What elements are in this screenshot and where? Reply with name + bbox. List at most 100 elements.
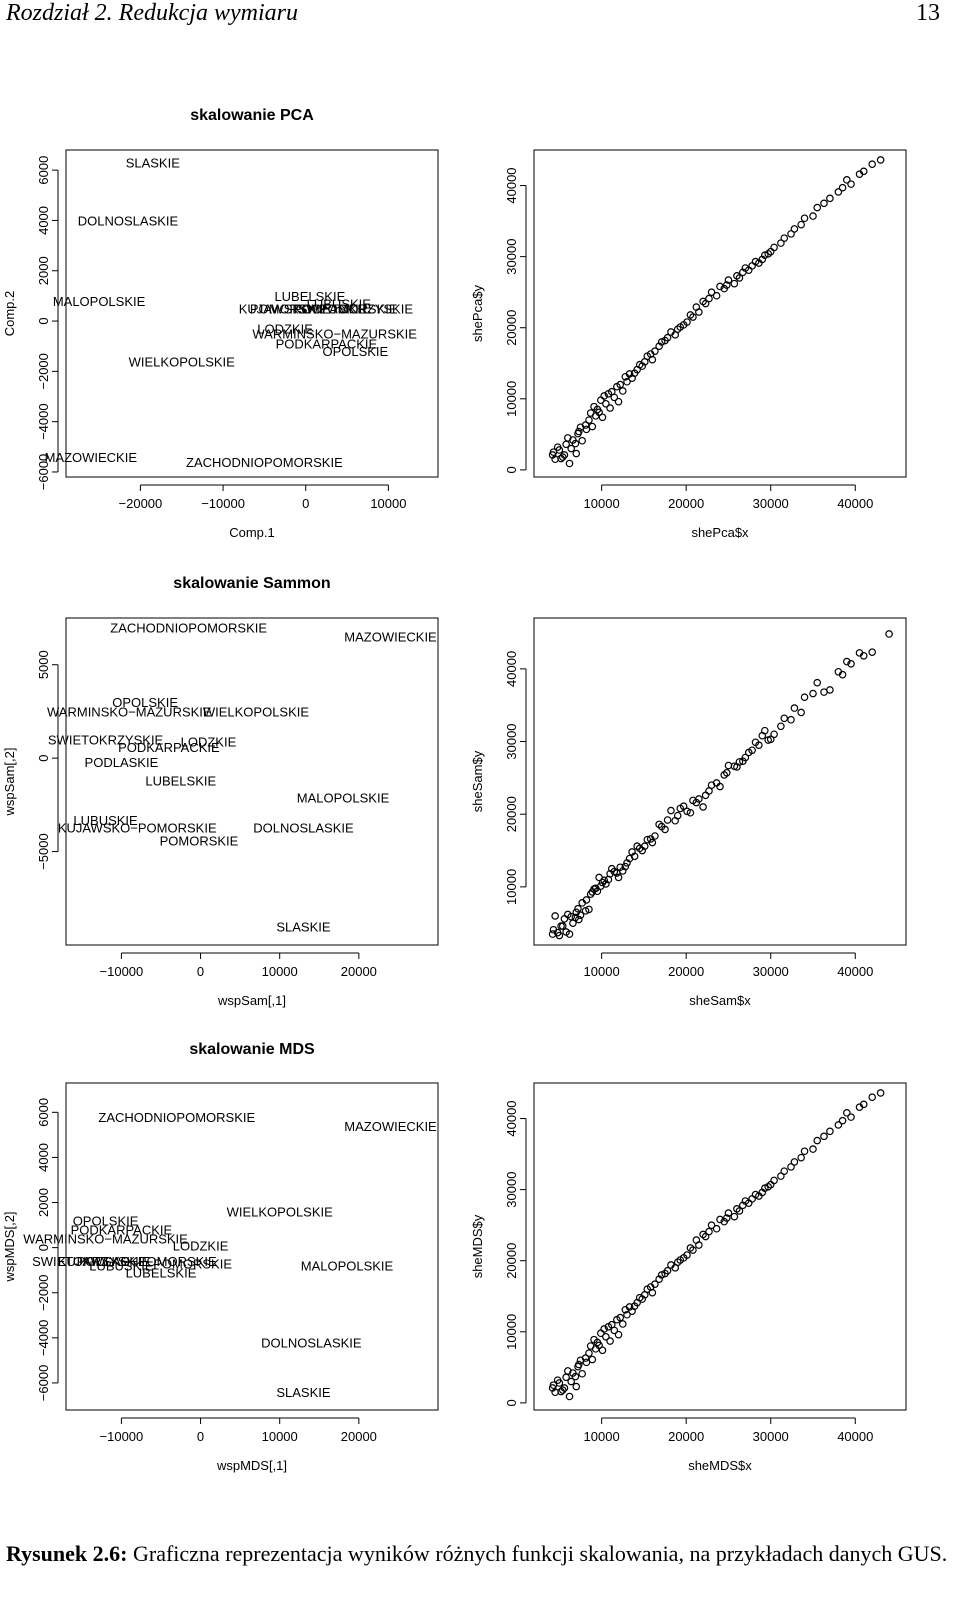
panel3-voivodeship-label: PODLASKIE: [85, 755, 159, 770]
panel4-data-point: [598, 878, 607, 887]
panel4-data-point: [787, 715, 795, 724]
panel6-data-point: [701, 1232, 710, 1241]
panel2-data-point: [635, 360, 644, 369]
panel4-data-point: [744, 748, 753, 757]
panel1-y-tick-label: 4000: [36, 206, 51, 235]
panel3-voivodeship-label: MALOPOLSKIE: [297, 790, 390, 805]
panel6-data-point: [676, 1256, 685, 1264]
panel2-data-point: [744, 266, 753, 274]
panel5-voivodeship-label: SWIETOKRZYSKIE: [32, 1254, 148, 1269]
panel6-data-point: [593, 1338, 602, 1347]
panel6-data-point: [800, 1147, 809, 1156]
panel1-y-tick-label: 2000: [36, 256, 51, 285]
panel2-data-point: [716, 282, 724, 291]
caption-text: Graficzna reprezentacja wyników różnych …: [132, 1541, 948, 1566]
panel1-x-tick-label: −20000: [119, 496, 163, 511]
panel6-data-point: [572, 1382, 581, 1391]
panel6-x-axis-label: sheMDS$x: [688, 1458, 752, 1473]
panel3-title: skalowanie Sammon: [173, 575, 330, 592]
panel4-data-point: [777, 722, 785, 731]
panel2-y-tick-label: 0: [504, 466, 519, 473]
panel5-voivodeship-label: LODZKIE: [173, 1238, 229, 1253]
panel6-data-point: [770, 1176, 778, 1185]
panel3-voivodeship-label: PODKARPACKIE: [118, 740, 220, 755]
panel6-data-point: [755, 1192, 763, 1200]
panel2-y-tick-label: 40000: [504, 167, 519, 203]
panel3-y-axis-label: wspSam[,2]: [2, 748, 17, 817]
panel4-data-point: [593, 887, 602, 896]
panel4-data-point: [635, 844, 644, 853]
panel6-data-point: [809, 1145, 817, 1153]
panel6-data-point: [826, 1127, 834, 1136]
panel4-x-axis-label: sheSam$x: [689, 993, 751, 1008]
panel2-data-point: [582, 425, 591, 434]
panel5-title: skalowanie MDS: [189, 1041, 315, 1058]
panel4-data-point: [646, 835, 655, 843]
panel4-data-point: [586, 890, 595, 898]
panel2-data-point: [618, 387, 627, 395]
panel2-data-point: [748, 262, 756, 270]
panel1-voivodeship-label: KUJAWSKO−POMORSKIE: [239, 301, 398, 316]
panel6-data-point: [614, 1330, 623, 1339]
panel4-data-point: [564, 910, 572, 919]
panel2-data-point: [695, 308, 703, 316]
panel3-voivodeship-label: WARMINSKO−MAZURSKIE: [47, 704, 212, 719]
panel3-voivodeship-label: DOLNOSLASKIE: [253, 820, 354, 835]
panel4-x-tick-label: 10000: [584, 964, 620, 979]
panel3-x-tick-label: −10000: [100, 964, 144, 979]
panel5-voivodeship-label: POMORSKIE: [153, 1256, 232, 1271]
panel6-data-point: [606, 1337, 614, 1345]
panel4-y-tick-label: 10000: [504, 869, 519, 905]
panel2-data-point: [598, 413, 607, 422]
panel6-data-point: [748, 1195, 756, 1203]
panel6-x-tick-label: 40000: [837, 1429, 873, 1444]
panel1-voivodeship-label: PODLASKIE: [294, 301, 368, 316]
panel4-data-point: [667, 806, 675, 815]
panel6-data-point: [707, 1221, 716, 1229]
panel4-data-point: [755, 741, 763, 749]
panel1-y-tick-label: 6000: [36, 156, 51, 185]
panel2-data-point: [585, 416, 593, 424]
panel3-voivodeship-label: SWIETOKRZYSKIE: [48, 732, 164, 747]
panel2-y-tick-label: 10000: [504, 381, 519, 417]
panel6-data-point: [571, 1372, 580, 1381]
figure-caption: Rysunek 2.6: Graficzna reprezentacja wyn…: [6, 1540, 951, 1567]
panel5-voivodeship-label: MALOPOLSKIE: [301, 1259, 394, 1274]
panel4-data-point: [758, 731, 767, 740]
panel6-x-tick-label: 10000: [584, 1429, 620, 1444]
panel2-data-point: [630, 369, 639, 378]
panel6-data-point: [859, 1100, 868, 1109]
panel6-data-point: [790, 1158, 799, 1166]
panel4-data-point: [834, 667, 843, 676]
panel2-data-point: [712, 291, 721, 300]
panel4-y-tick-label: 40000: [504, 651, 519, 687]
panel1-voivodeship-label: LUBELSKIE: [274, 289, 345, 304]
panel4-data-point: [701, 791, 710, 800]
panel4-data-point: [614, 873, 623, 882]
panel6-plot-frame: [533, 1082, 907, 1411]
panel4-data-point: [607, 864, 616, 873]
panel6-data-point: [777, 1172, 785, 1180]
figure-label: Rysunek 2.6:: [6, 1541, 128, 1566]
panel4-data-point: [780, 714, 789, 723]
panel6-data-point: [730, 1212, 739, 1221]
panel4-data-point: [565, 930, 574, 938]
panel4-data-point: [596, 882, 605, 890]
panel6-data-point: [635, 1293, 644, 1302]
panel6-data-point: [744, 1199, 753, 1207]
panel3-x-tick-label: 0: [197, 964, 204, 979]
panel2-data-point: [730, 279, 739, 288]
panel6-y-tick-label: 40000: [504, 1100, 519, 1136]
panel4-data-point: [699, 803, 707, 811]
panel4-plot-frame: [533, 617, 907, 946]
panel6-data-point: [602, 1332, 610, 1341]
panel3-voivodeship-label: OPOLSKIE: [112, 695, 178, 710]
panel1-voivodeship-label: WARMINSKO−MAZURSKIE: [252, 327, 417, 342]
panel4-data-point: [790, 704, 799, 712]
panel6-data-point: [646, 1283, 655, 1291]
panel1-voivodeship-label: OPOLSKIE: [322, 344, 388, 359]
panel4-data-point: [820, 688, 828, 696]
panel4-data-point: [582, 896, 591, 904]
panel6-data-point: [657, 1271, 666, 1279]
panel2-data-point: [578, 436, 586, 445]
